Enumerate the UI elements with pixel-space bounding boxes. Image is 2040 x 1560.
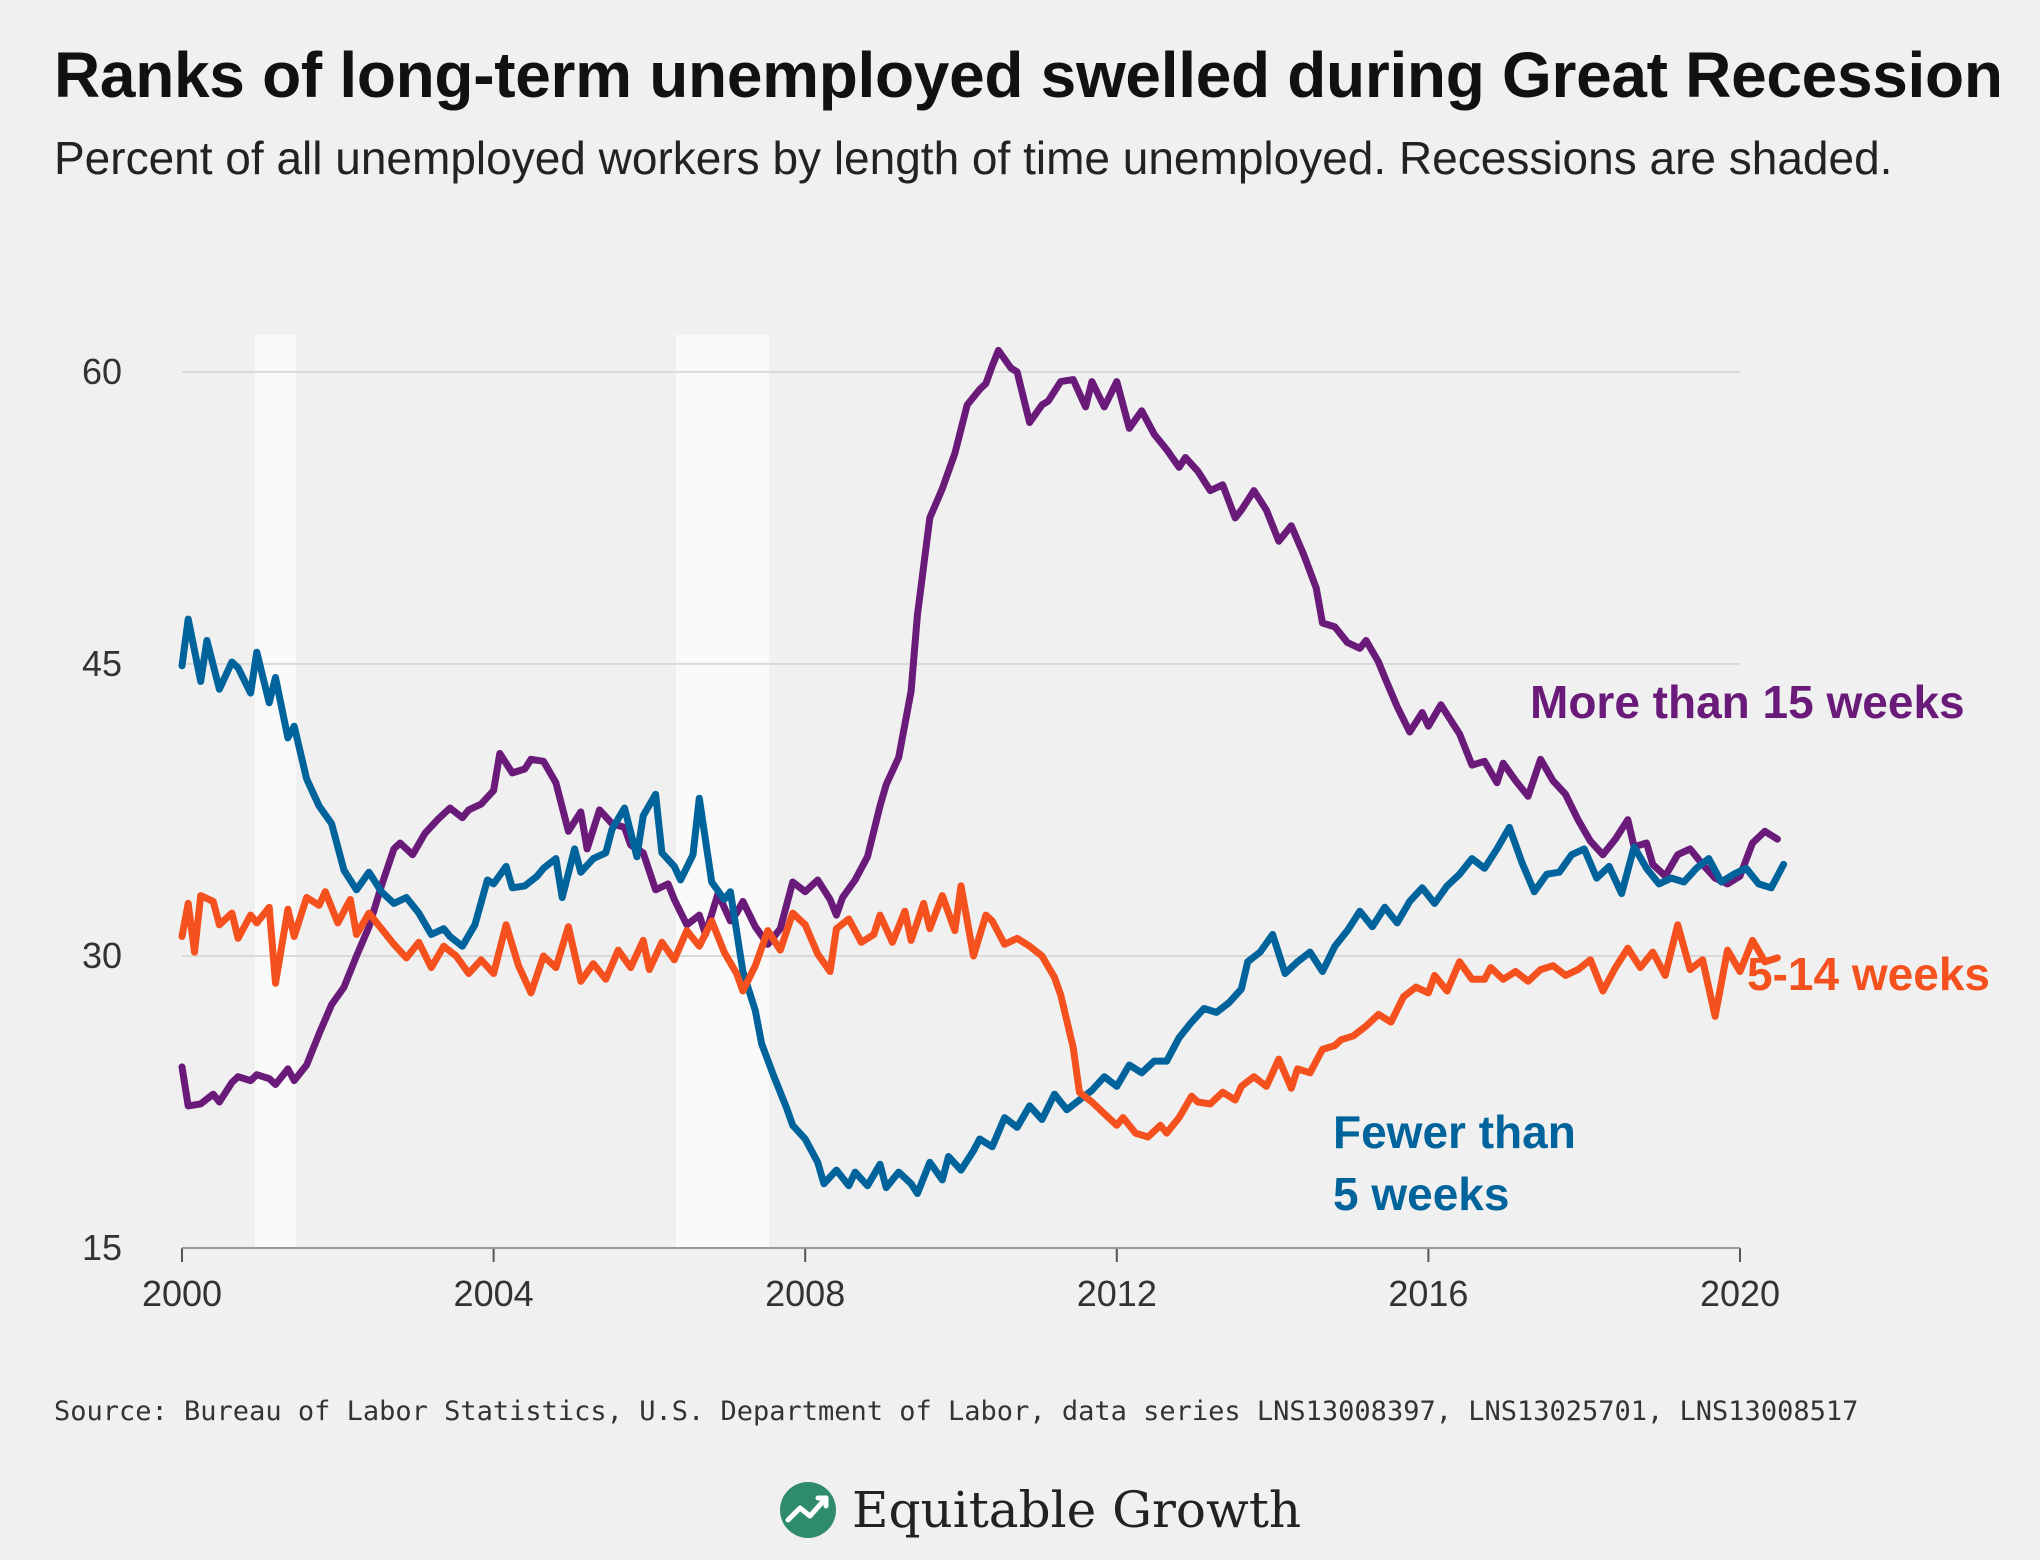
series-line-3 [178,882,1781,1141]
line-chart: 15 30 45 60 2000 2004 2008 2012 2016 2020 More tha… [81,335,1990,1314]
y-tick-label: 45 [82,643,122,684]
series-line-1 [178,346,1781,1110]
brand-logo: Equitable Growth [778,1470,1301,1550]
x-tick-label: 2008 [765,1273,845,1314]
series-label-1: More than 15 weeks [1530,676,1965,728]
x-tick-label: 2004 [454,1273,534,1314]
series-label-2: Fewer than [1333,1106,1576,1158]
x-tick-label: 2016 [1388,1273,1468,1314]
y-tick-label: 60 [82,351,122,392]
recession-band-1 [254,335,297,1248]
recession-band-2 [675,335,770,1248]
x-tick-label: 2012 [1077,1273,1157,1314]
x-tick-label: 2000 [142,1273,222,1314]
y-tick-label: 30 [82,935,122,976]
chart-title: Ranks of long-term unemployed swelled du… [54,39,2003,111]
brand-name: Equitable Growth [852,1481,1302,1539]
y-tick-label: 15 [82,1227,122,1268]
x-tick-label: 2020 [1700,1273,1780,1314]
series-label-2: 5 weeks [1333,1168,1509,1220]
series-line-2 [178,615,1788,1197]
growth-logo-icon [780,1482,836,1538]
chart-subtitle: Percent of all unemployed workers by len… [54,132,1893,184]
source-note: Source: Bureau of Labor Statistics, U.S.… [54,1396,1859,1427]
series-label-3: 5-14 weeks [1747,948,1990,1000]
